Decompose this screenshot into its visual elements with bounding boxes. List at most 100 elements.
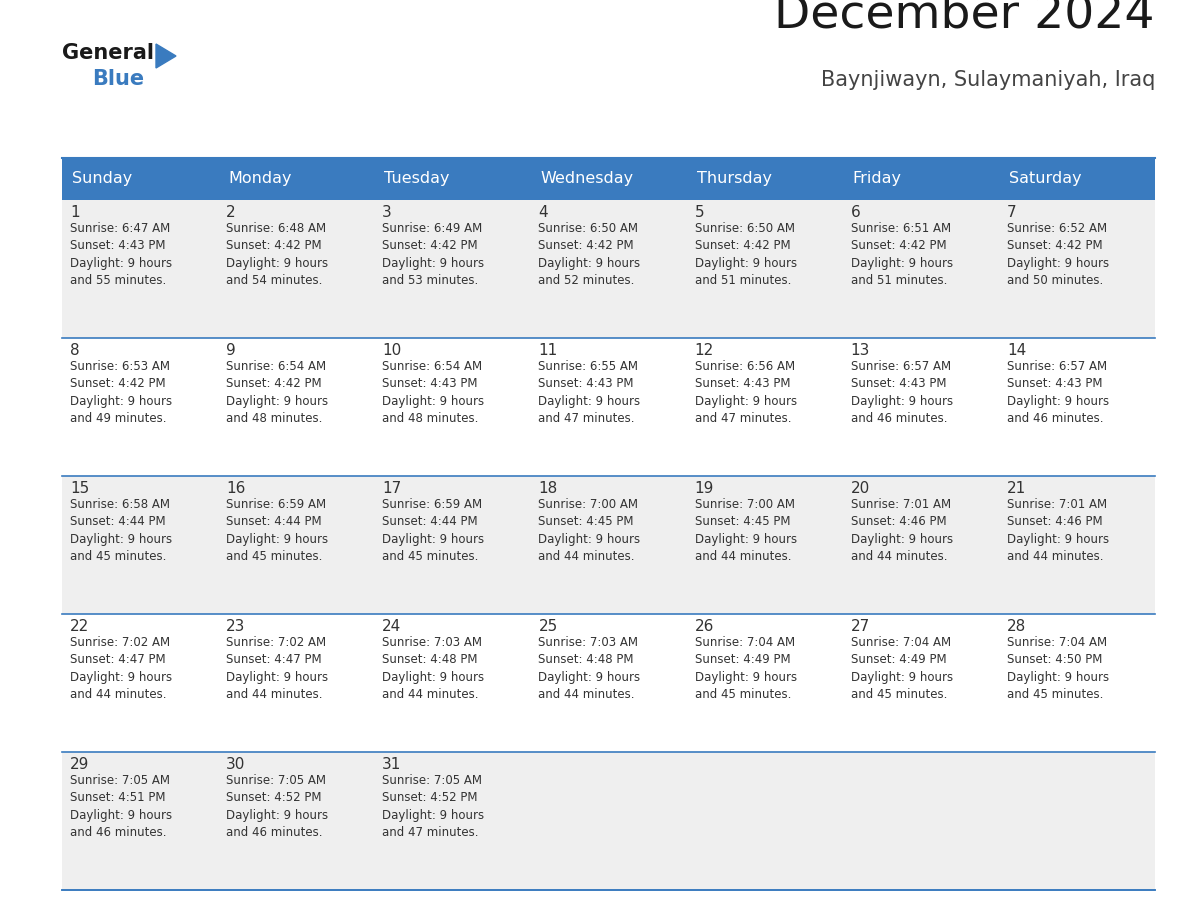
Text: Sunset: 4:51 PM: Sunset: 4:51 PM [70, 791, 165, 804]
Text: Daylight: 9 hours: Daylight: 9 hours [695, 256, 797, 270]
Text: Sunset: 4:43 PM: Sunset: 4:43 PM [851, 377, 946, 390]
Text: 14: 14 [1007, 343, 1026, 358]
Text: 5: 5 [695, 205, 704, 220]
Text: and 46 minutes.: and 46 minutes. [1007, 412, 1104, 425]
Text: Sunrise: 7:05 AM: Sunrise: 7:05 AM [70, 774, 170, 787]
Text: Daylight: 9 hours: Daylight: 9 hours [1007, 670, 1108, 684]
Text: 4: 4 [538, 205, 548, 220]
Polygon shape [156, 44, 176, 68]
Bar [62, 476, 219, 614]
Text: Daylight: 9 hours: Daylight: 9 hours [383, 256, 485, 270]
Text: 22: 22 [70, 619, 89, 634]
Text: Daylight: 9 hours: Daylight: 9 hours [851, 670, 953, 684]
Text: and 46 minutes.: and 46 minutes. [70, 826, 166, 839]
Text: Sunrise: 6:47 AM: Sunrise: 6:47 AM [70, 221, 170, 234]
Text: and 46 minutes.: and 46 minutes. [851, 412, 947, 425]
Text: Sunrise: 7:05 AM: Sunrise: 7:05 AM [383, 774, 482, 787]
Text: Sunset: 4:46 PM: Sunset: 4:46 PM [851, 515, 947, 528]
Bar [62, 200, 219, 338]
Text: 11: 11 [538, 343, 557, 358]
Text: Sunrise: 7:00 AM: Sunrise: 7:00 AM [695, 498, 795, 510]
Bar [219, 200, 374, 338]
Text: Daylight: 9 hours: Daylight: 9 hours [383, 809, 485, 822]
Text: 9: 9 [226, 343, 236, 358]
Bar [62, 752, 219, 890]
Text: and 45 minutes.: and 45 minutes. [383, 550, 479, 563]
Text: Sunset: 4:49 PM: Sunset: 4:49 PM [851, 653, 947, 666]
Text: and 48 minutes.: and 48 minutes. [383, 412, 479, 425]
Text: Daylight: 9 hours: Daylight: 9 hours [383, 532, 485, 545]
Text: Sunset: 4:52 PM: Sunset: 4:52 PM [383, 791, 478, 804]
Text: 16: 16 [226, 481, 246, 496]
Text: 21: 21 [1007, 481, 1026, 496]
Text: 2: 2 [226, 205, 235, 220]
Text: 1: 1 [70, 205, 80, 220]
Text: and 53 minutes.: and 53 minutes. [383, 274, 479, 287]
Text: Daylight: 9 hours: Daylight: 9 hours [226, 395, 328, 408]
Bar [842, 158, 999, 200]
Bar [530, 752, 687, 890]
Text: and 47 minutes.: and 47 minutes. [695, 412, 791, 425]
Text: Daylight: 9 hours: Daylight: 9 hours [1007, 532, 1108, 545]
Text: Sunrise: 6:51 AM: Sunrise: 6:51 AM [851, 221, 950, 234]
Text: Daylight: 9 hours: Daylight: 9 hours [538, 532, 640, 545]
Text: Daylight: 9 hours: Daylight: 9 hours [851, 532, 953, 545]
Text: Daylight: 9 hours: Daylight: 9 hours [538, 256, 640, 270]
Text: December 2024: December 2024 [775, 0, 1155, 38]
Bar [374, 200, 530, 338]
Text: Sunrise: 7:03 AM: Sunrise: 7:03 AM [538, 635, 638, 648]
Text: Sunrise: 6:56 AM: Sunrise: 6:56 AM [695, 360, 795, 373]
Text: 8: 8 [70, 343, 80, 358]
Bar [530, 338, 687, 476]
Text: 26: 26 [695, 619, 714, 634]
Text: Daylight: 9 hours: Daylight: 9 hours [1007, 395, 1108, 408]
Text: Sunset: 4:42 PM: Sunset: 4:42 PM [851, 239, 947, 252]
Text: Sunrise: 7:04 AM: Sunrise: 7:04 AM [695, 635, 795, 648]
Text: Sunset: 4:47 PM: Sunset: 4:47 PM [226, 653, 322, 666]
Text: and 49 minutes.: and 49 minutes. [70, 412, 166, 425]
Text: and 50 minutes.: and 50 minutes. [1007, 274, 1104, 287]
Text: Sunrise: 6:49 AM: Sunrise: 6:49 AM [383, 221, 482, 234]
Text: Sunrise: 6:48 AM: Sunrise: 6:48 AM [226, 221, 327, 234]
Bar [842, 200, 999, 338]
Text: Sunset: 4:42 PM: Sunset: 4:42 PM [383, 239, 478, 252]
Text: Sunrise: 7:04 AM: Sunrise: 7:04 AM [851, 635, 950, 648]
Text: and 55 minutes.: and 55 minutes. [70, 274, 166, 287]
Text: Baynjiwayn, Sulaymaniyah, Iraq: Baynjiwayn, Sulaymaniyah, Iraq [821, 70, 1155, 90]
Text: Sunset: 4:43 PM: Sunset: 4:43 PM [538, 377, 634, 390]
Bar [999, 158, 1155, 200]
Bar [999, 200, 1155, 338]
Text: 3: 3 [383, 205, 392, 220]
Text: 7: 7 [1007, 205, 1017, 220]
Text: and 44 minutes.: and 44 minutes. [695, 550, 791, 563]
Text: Friday: Friday [853, 172, 902, 186]
Text: 28: 28 [1007, 619, 1026, 634]
Text: Sunrise: 6:59 AM: Sunrise: 6:59 AM [383, 498, 482, 510]
Bar [374, 752, 530, 890]
Text: 10: 10 [383, 343, 402, 358]
Text: Daylight: 9 hours: Daylight: 9 hours [1007, 256, 1108, 270]
Bar [842, 614, 999, 752]
Bar [62, 158, 219, 200]
Bar [62, 338, 219, 476]
Bar [374, 338, 530, 476]
Text: Sunset: 4:42 PM: Sunset: 4:42 PM [538, 239, 634, 252]
Text: 13: 13 [851, 343, 870, 358]
Text: 29: 29 [70, 757, 89, 772]
Text: Daylight: 9 hours: Daylight: 9 hours [383, 395, 485, 408]
Bar [219, 338, 374, 476]
Text: Daylight: 9 hours: Daylight: 9 hours [695, 532, 797, 545]
Bar [530, 614, 687, 752]
Text: Sunrise: 7:02 AM: Sunrise: 7:02 AM [70, 635, 170, 648]
Text: Sunset: 4:46 PM: Sunset: 4:46 PM [1007, 515, 1102, 528]
Bar [374, 158, 530, 200]
Text: Sunrise: 7:01 AM: Sunrise: 7:01 AM [851, 498, 950, 510]
Text: Daylight: 9 hours: Daylight: 9 hours [538, 670, 640, 684]
Text: and 44 minutes.: and 44 minutes. [538, 688, 634, 701]
Text: 12: 12 [695, 343, 714, 358]
Text: Sunday: Sunday [72, 172, 132, 186]
Bar [530, 200, 687, 338]
Text: Sunrise: 6:54 AM: Sunrise: 6:54 AM [226, 360, 327, 373]
Bar [999, 338, 1155, 476]
Text: Daylight: 9 hours: Daylight: 9 hours [226, 809, 328, 822]
